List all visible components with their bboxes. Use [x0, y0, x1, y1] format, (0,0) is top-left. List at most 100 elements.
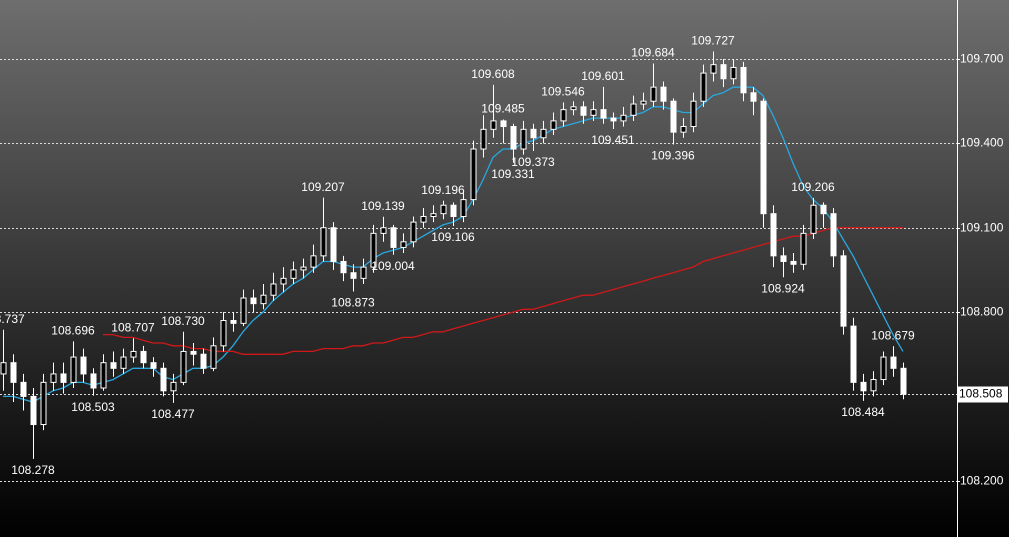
low-label: 109.004: [371, 259, 415, 273]
candle-body: [390, 227, 397, 248]
current-price-label: 108.508: [959, 387, 1003, 401]
candle-body: [50, 373, 57, 383]
candle-body: [850, 325, 857, 383]
candle-body: [570, 106, 577, 111]
candle-body: [660, 86, 667, 102]
candle-body: [160, 367, 167, 392]
candle-body: [800, 232, 807, 265]
candle-body: [890, 356, 897, 369]
candle-body: [330, 227, 337, 262]
candle-body: [120, 356, 127, 369]
candle-body: [610, 117, 617, 122]
candle-body: [180, 350, 187, 383]
candle-body: [100, 362, 107, 389]
candle-body: [880, 356, 887, 381]
low-label: 108.477: [151, 407, 195, 421]
candle-body: [350, 272, 357, 279]
candle-body: [520, 128, 527, 150]
candle-body: [450, 204, 457, 217]
high-label: 109.546: [541, 85, 585, 99]
grid: [0, 59, 957, 482]
low-label: 109.331: [491, 167, 535, 181]
high-label: 109.601: [581, 69, 625, 83]
y-tick-label: 109.400: [960, 136, 1004, 150]
candle-body: [300, 266, 307, 271]
candle-body: [340, 260, 347, 274]
candle-body: [30, 395, 37, 426]
candle-body: [170, 381, 177, 392]
high-label: 109.139: [361, 199, 405, 213]
candle-body: [130, 350, 137, 358]
candle-body: [630, 103, 637, 116]
candle-body: [860, 381, 867, 392]
candle-body: [760, 100, 767, 215]
low-label: 108.484: [841, 405, 885, 419]
high-label: 109.485: [481, 102, 525, 116]
candle-body: [820, 204, 827, 215]
candle-body: [70, 356, 77, 383]
y-tick-label: 108.200: [960, 474, 1004, 488]
candle-body: [810, 204, 817, 234]
candle-body: [670, 100, 677, 133]
high-label: 108.730: [161, 314, 205, 328]
plot-area: 108.737 108.696 108.707 108.730 109.207 109.1…: [0, 34, 915, 477]
candle-body: [720, 64, 727, 80]
y-tick-label: 108.800: [960, 305, 1004, 319]
candle-body: [740, 66, 747, 94]
candle-body: [240, 297, 247, 324]
candle-body: [620, 114, 627, 122]
candle-body: [140, 350, 147, 364]
candle-body: [420, 215, 427, 223]
moving-average-line: [103, 227, 903, 355]
low-label: 108.873: [331, 296, 375, 310]
candle-body: [830, 213, 837, 257]
high-label: 109.727: [691, 34, 735, 48]
candle-body: [550, 120, 557, 130]
low-label: 109.106: [431, 230, 475, 244]
current-price-box: [958, 386, 1008, 403]
candle-body: [470, 148, 477, 201]
candle-body: [190, 350, 197, 355]
candle-body: [460, 199, 467, 217]
candle-body: [40, 381, 47, 426]
candle-body: [710, 64, 717, 74]
low-label: 108.503: [71, 400, 115, 414]
low-label: 108.924: [761, 281, 805, 295]
high-label: 108.679: [871, 328, 915, 342]
candle-body: [590, 109, 597, 116]
candle-body: [280, 277, 287, 285]
candle-body: [20, 381, 27, 397]
candle-body: [730, 66, 737, 80]
candle-body: [260, 294, 267, 305]
y-tick-label: 109.100: [960, 221, 1004, 235]
candle-body: [510, 126, 517, 150]
candle-body: [790, 260, 797, 265]
candle-body: [430, 213, 437, 217]
candle-body: [650, 86, 657, 102]
candle-body: [580, 106, 587, 116]
candle-body: [80, 356, 87, 375]
candle-body: [220, 320, 227, 347]
high-label: 109.206: [791, 180, 835, 194]
candle-body: [200, 353, 207, 369]
high-label: 108.737: [0, 312, 25, 326]
high-label: 109.196: [421, 183, 465, 197]
candle-body: [250, 297, 257, 305]
candle-body: [640, 100, 647, 105]
candle-body: [0, 362, 7, 375]
candle-body: [310, 255, 317, 268]
candle-body: [150, 362, 157, 369]
candle-body: [210, 345, 217, 369]
high-label: 109.608: [471, 67, 515, 81]
y-tick-label: 109.700: [960, 52, 1004, 66]
candle-body: [320, 227, 327, 257]
low-label: 109.451: [591, 133, 635, 147]
candle-body: [360, 266, 367, 279]
candle-body: [770, 213, 777, 257]
candle-body: [90, 373, 97, 389]
high-label: 108.696: [51, 323, 95, 337]
candle-body: [900, 367, 907, 395]
candle-body: [400, 241, 407, 248]
